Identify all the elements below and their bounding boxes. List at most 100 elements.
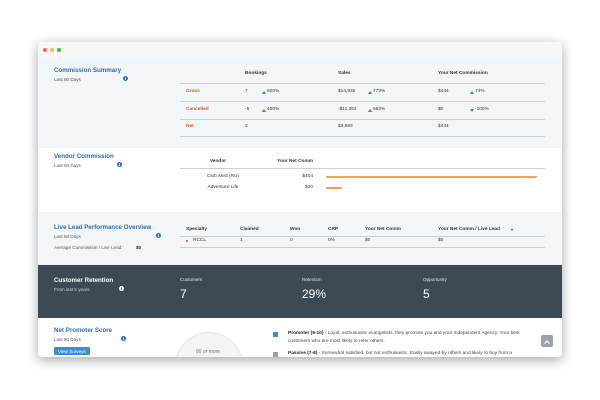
- cell-value: 2: [245, 124, 248, 129]
- trend-arrow: [470, 108, 474, 112]
- column-header: CRP: [328, 227, 339, 232]
- cell-value: $14,936: [338, 89, 356, 94]
- vendor-name: Club Med (RU): [207, 174, 239, 179]
- cell-value: RCCL: [193, 238, 207, 243]
- column-header: Your Net Comm: [365, 227, 401, 232]
- change-value: 600%: [267, 89, 280, 94]
- average-value: $0: [136, 245, 142, 250]
- section-title: Commission Summary: [54, 67, 122, 74]
- view-surveys-button[interactable]: View Surveys: [54, 347, 90, 355]
- title-bar: [38, 42, 562, 59]
- change-value: 563%: [373, 107, 386, 112]
- change-value: 74%: [475, 89, 485, 94]
- trend-arrow: [470, 90, 474, 94]
- row-label: Cancelled: [186, 107, 209, 112]
- change-value: 773%: [373, 89, 386, 94]
- legend-term: Passive (7-8): [288, 351, 318, 356]
- column-header[interactable]: Your Net Comm / Live Lead: [438, 227, 501, 232]
- column-header: Claimed: [240, 227, 259, 232]
- vendor-name: Adventure Life: [207, 185, 239, 190]
- column-header: Your Net Comm: [277, 159, 313, 164]
- cell-value: $434: [438, 89, 449, 94]
- trend-arrow: [262, 108, 266, 112]
- commission-summary: Commission Summary Last 60 Days Bookings Sa…: [38, 58, 562, 148]
- customer-retention: Customer Retention From last 5 years Custo…: [38, 265, 562, 318]
- cell-value: $0: [365, 238, 371, 243]
- net-promoter: Net Promoter Score Last 60 Days View Surve…: [38, 318, 562, 357]
- info-glyph: [156, 233, 161, 238]
- section-subtitle: From last 5 years: [54, 287, 90, 292]
- divider: [180, 83, 545, 84]
- close-button[interactable]: [43, 48, 47, 52]
- divider: [180, 136, 545, 137]
- metric-label: Customers: [180, 277, 203, 282]
- net-comm: $30: [304, 185, 313, 190]
- metric-value: 7: [180, 287, 187, 301]
- column-header: Your Net Commission: [438, 71, 488, 76]
- section-subtitle: Last 60 Days: [54, 337, 81, 342]
- info-glyph: [123, 76, 128, 81]
- metric-label: Opportunity: [423, 277, 447, 282]
- trend-arrow: [262, 90, 266, 94]
- legend-description: - Somewhat satisfied, but not enthusiast…: [317, 351, 512, 356]
- cell-value: $0: [438, 107, 444, 112]
- info-icon[interactable]: [119, 278, 124, 291]
- metric-value: 29%: [302, 287, 327, 301]
- gauge-label: 90 or more: [195, 349, 221, 355]
- divider: [180, 247, 545, 248]
- section-subtitle: Last 60 Days: [54, 77, 81, 82]
- divider: [180, 101, 545, 102]
- info-icon[interactable]: [156, 225, 161, 238]
- scroll-top-button[interactable]: [541, 335, 553, 347]
- column-header: Sales: [338, 71, 351, 76]
- info-icon[interactable]: [123, 68, 128, 81]
- section-title: Customer Retention: [54, 277, 114, 284]
- cell-value: $434: [438, 124, 449, 129]
- cell-value: $0: [438, 238, 444, 243]
- chevron-icon: [544, 340, 550, 344]
- zoom-button[interactable]: [57, 48, 61, 52]
- cell-value: 0: [290, 238, 293, 243]
- net-comm: $404: [302, 174, 313, 179]
- bar: [326, 186, 342, 190]
- row-label: Gross: [186, 89, 200, 94]
- row-label: Net: [186, 124, 194, 129]
- cell-value: 7: [245, 89, 248, 94]
- divider: [180, 168, 545, 169]
- legend-swatch: [273, 332, 278, 337]
- average-label: Average Commission / Live Lead:: [54, 245, 123, 250]
- info-icon[interactable]: [117, 154, 122, 167]
- minimize-button[interactable]: [50, 48, 54, 52]
- section-title: Net Promoter Score: [54, 327, 113, 334]
- trend-arrow: [368, 90, 372, 94]
- cell-value: 0%: [328, 238, 335, 243]
- column-header: Vendor: [209, 159, 227, 164]
- trend-arrow: [368, 108, 372, 112]
- sort-caret[interactable]: [511, 229, 513, 231]
- app-window: Commission Summary Last 60 Days Bookings Sa…: [38, 42, 562, 357]
- info-glyph: [119, 286, 124, 291]
- live-lead: Live Lead Performance Overview Last 60 Da…: [38, 212, 562, 265]
- info-glyph: [121, 336, 126, 341]
- cell-value: -5: [245, 107, 250, 112]
- divider: [180, 119, 545, 120]
- section-subtitle: Last 60 Days: [54, 234, 81, 239]
- metric-label: Retention: [302, 277, 322, 282]
- legend-text: Passive (7-8) - Somewhat satisfied, but …: [288, 350, 543, 357]
- status-dot: [186, 240, 188, 242]
- cell-value: $3,583: [338, 124, 353, 129]
- bar: [326, 175, 537, 179]
- section-title: Live Lead Performance Overview: [54, 224, 152, 231]
- legend-term: Promoter (9-10): [288, 331, 324, 336]
- section-title: Vendor Commission: [54, 153, 114, 160]
- column-header: Specialty: [186, 227, 208, 232]
- legend-text: Promoter (9-10) - Loyal, enthusiastic ev…: [288, 330, 543, 345]
- legend-swatch: [273, 352, 278, 357]
- info-icon[interactable]: [121, 328, 126, 341]
- column-header: Bookings: [245, 71, 267, 76]
- column-header: Won: [290, 227, 301, 232]
- cell-value: 1: [240, 238, 243, 243]
- legend-description: - Loyal, enthusiastic evangelists, they …: [288, 331, 520, 344]
- metric-value: 5: [423, 287, 430, 301]
